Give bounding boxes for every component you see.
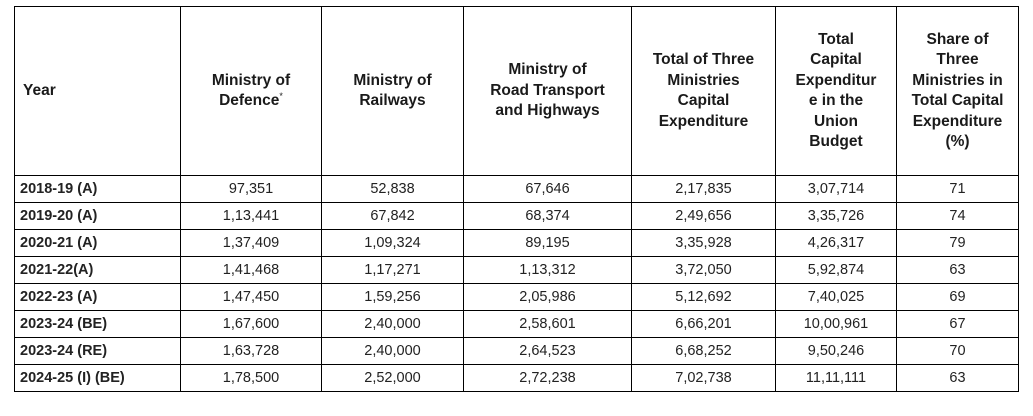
cell-road-transport: 68,374	[463, 202, 632, 230]
table-row: 2019-20 (A) 1,13,441 67,842 68,374 2,49,…	[14, 202, 1019, 230]
cell-total-capex: 9,50,246	[775, 337, 897, 365]
cell-total-capex: 4,26,317	[775, 229, 897, 257]
table-row: 2021-22(A) 1,41,468 1,17,271 1,13,312 3,…	[14, 256, 1019, 284]
cell-road-transport: 2,72,238	[463, 364, 632, 392]
header-share: Share of Three Ministries in Total Capit…	[896, 6, 1019, 176]
cell-defence: 1,41,468	[180, 256, 322, 284]
cell-defence: 97,351	[180, 175, 322, 203]
capital-expenditure-table: Year Ministry of Defence* Ministry of Ra…	[14, 6, 1019, 392]
cell-share: 70	[896, 337, 1019, 365]
table-row: 2024-25 (I) (BE) 1,78,500 2,52,000 2,72,…	[14, 364, 1019, 392]
cell-road-transport: 2,58,601	[463, 310, 632, 338]
table-row: 2020-21 (A) 1,37,409 1,09,324 89,195 3,3…	[14, 229, 1019, 257]
header-defence-text: Ministry of Defence	[211, 71, 291, 110]
cell-railways: 2,52,000	[321, 364, 464, 392]
header-road-transport-label: Ministry of Road Transport and Highways	[490, 61, 605, 120]
cell-road-transport: 1,13,312	[463, 256, 632, 284]
cell-railways: 1,59,256	[321, 283, 464, 311]
cell-total-three: 6,68,252	[631, 337, 776, 365]
cell-road-transport: 2,64,523	[463, 337, 632, 365]
table-row: 2018-19 (A) 97,351 52,838 67,646 2,17,83…	[14, 175, 1019, 203]
header-year: Year	[14, 6, 181, 176]
capital-expenditure-table-container: Year Ministry of Defence* Ministry of Ra…	[14, 6, 1019, 392]
header-total-three: Total of Three Ministries Capital Expend…	[631, 6, 776, 176]
cell-railways: 67,842	[321, 202, 464, 230]
cell-defence: 1,67,600	[180, 310, 322, 338]
cell-year: 2021-22(A)	[14, 256, 181, 284]
header-total-capex: Total Capital Expenditur e in the Union …	[775, 6, 897, 176]
header-road-transport: Ministry of Road Transport and Highways	[463, 6, 632, 176]
cell-year: 2019-20 (A)	[14, 202, 181, 230]
header-defence: Ministry of Defence*	[180, 6, 322, 176]
cell-total-capex: 7,40,025	[775, 283, 897, 311]
defence-footnote-mark: *	[279, 90, 283, 101]
header-total-capex-label: Total Capital Expenditur e in the Union …	[795, 30, 877, 151]
cell-railways: 2,40,000	[321, 310, 464, 338]
cell-defence: 1,47,450	[180, 283, 322, 311]
header-row: Year Ministry of Defence* Ministry of Ra…	[14, 6, 1019, 176]
header-total-three-label: Total of Three Ministries Capital Expend…	[652, 51, 755, 130]
cell-defence: 1,63,728	[180, 337, 322, 365]
header-railways: Ministry of Railways	[321, 6, 464, 176]
cell-year: 2023-24 (RE)	[14, 337, 181, 365]
cell-total-three: 2,17,835	[631, 175, 776, 203]
cell-road-transport: 67,646	[463, 175, 632, 203]
table-header: Year Ministry of Defence* Ministry of Ra…	[14, 6, 1019, 176]
header-railways-label: Ministry of Railways	[353, 71, 432, 110]
cell-total-capex: 3,07,714	[775, 175, 897, 203]
cell-total-capex: 10,00,961	[775, 310, 897, 338]
cell-road-transport: 89,195	[463, 229, 632, 257]
cell-share: 67	[896, 310, 1019, 338]
cell-year: 2020-21 (A)	[14, 229, 181, 257]
cell-total-three: 3,35,928	[631, 229, 776, 257]
cell-share: 79	[896, 229, 1019, 257]
cell-defence: 1,37,409	[180, 229, 322, 257]
cell-railways: 2,40,000	[321, 337, 464, 365]
cell-total-three: 5,12,692	[631, 283, 776, 311]
cell-year: 2022-23 (A)	[14, 283, 181, 311]
cell-total-capex: 3,35,726	[775, 202, 897, 230]
cell-share: 71	[896, 175, 1019, 203]
table-row: 2023-24 (BE) 1,67,600 2,40,000 2,58,601 …	[14, 310, 1019, 338]
cell-year: 2024-25 (I) (BE)	[14, 364, 181, 392]
table-row: 2023-24 (RE) 1,63,728 2,40,000 2,64,523 …	[14, 337, 1019, 365]
cell-railways: 1,17,271	[321, 256, 464, 284]
cell-total-three: 6,66,201	[631, 310, 776, 338]
header-defence-label: Ministry of Defence*	[181, 71, 321, 112]
cell-share: 69	[896, 283, 1019, 311]
cell-share: 63	[896, 364, 1019, 392]
cell-defence: 1,13,441	[180, 202, 322, 230]
cell-total-three: 7,02,738	[631, 364, 776, 392]
cell-road-transport: 2,05,986	[463, 283, 632, 311]
cell-year: 2018-19 (A)	[14, 175, 181, 203]
cell-total-capex: 11,11,111	[775, 364, 897, 392]
cell-defence: 1,78,500	[180, 364, 322, 392]
cell-total-three: 2,49,656	[631, 202, 776, 230]
cell-railways: 1,09,324	[321, 229, 464, 257]
table-row: 2022-23 (A) 1,47,450 1,59,256 2,05,986 5…	[14, 283, 1019, 311]
header-share-label: Share of Three Ministries in Total Capit…	[911, 30, 1004, 151]
table-body: 2018-19 (A) 97,351 52,838 67,646 2,17,83…	[14, 175, 1019, 392]
cell-share: 63	[896, 256, 1019, 284]
header-year-label: Year	[23, 81, 56, 99]
cell-total-three: 3,72,050	[631, 256, 776, 284]
cell-share: 74	[896, 202, 1019, 230]
cell-total-capex: 5,92,874	[775, 256, 897, 284]
cell-railways: 52,838	[321, 175, 464, 203]
cell-year: 2023-24 (BE)	[14, 310, 181, 338]
